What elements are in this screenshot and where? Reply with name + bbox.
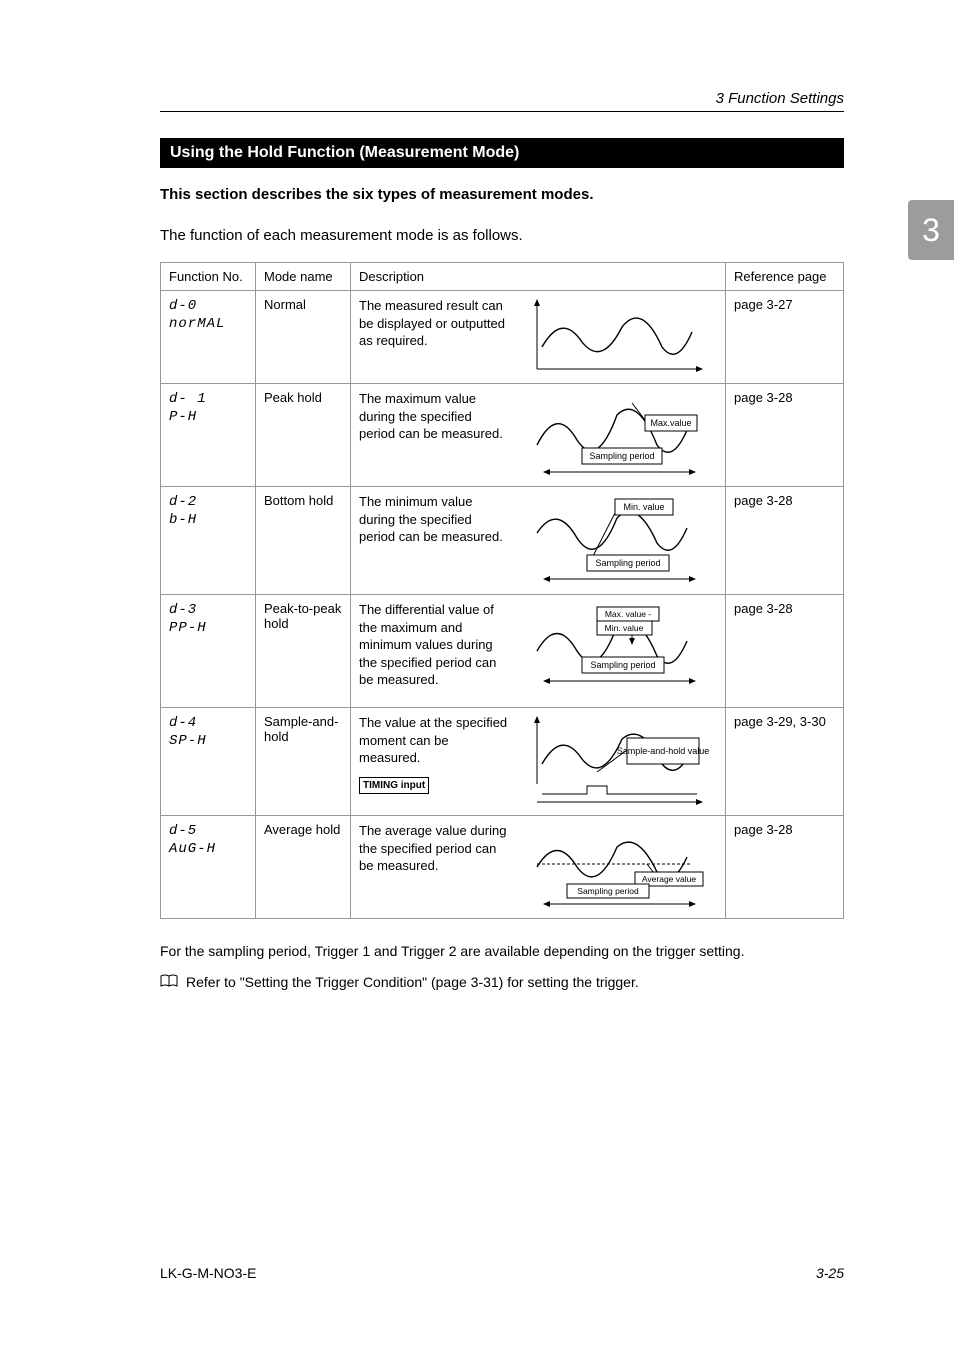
fn-label: norMAL bbox=[169, 315, 247, 333]
chapter-tab: 3 bbox=[908, 200, 954, 260]
avg-label: Average value bbox=[642, 874, 696, 884]
intro-text: The function of each measurement mode is… bbox=[160, 227, 844, 244]
footnote-text: For the sampling period, Trigger 1 and T… bbox=[160, 941, 844, 962]
section-subhead: This section describes the six types of … bbox=[160, 186, 844, 203]
desc-text: The average value during the specified p… bbox=[359, 822, 509, 912]
graph-avg: Average value Sampling period bbox=[517, 822, 717, 912]
graph-bottom: Min. value Sampling period bbox=[517, 493, 717, 588]
desc-text: The minimum value during the specified p… bbox=[359, 493, 509, 588]
table-row: d-0 norMAL Normal The measured result ca… bbox=[161, 291, 844, 384]
cell-mode: Average hold bbox=[256, 816, 351, 919]
peak-label: Max.value bbox=[650, 418, 691, 428]
breadcrumb: 3 Function Settings bbox=[160, 90, 844, 112]
pp-min-label: Min. value bbox=[605, 623, 644, 633]
fn-label: b-H bbox=[169, 511, 247, 529]
th-reference: Reference page bbox=[726, 263, 844, 291]
cell-ref: page 3-28 bbox=[726, 595, 844, 708]
cell-desc: The differential value of the maximum an… bbox=[351, 595, 726, 708]
fn-code: d-0 bbox=[169, 297, 247, 315]
bottom-label: Min. value bbox=[623, 502, 664, 512]
desc-text: The value at the specified moment can be… bbox=[359, 714, 509, 809]
cell-fn: d- 1 P-H bbox=[161, 384, 256, 487]
cell-desc: The minimum value during the specified p… bbox=[351, 487, 726, 595]
fn-label: P-H bbox=[169, 408, 247, 426]
cell-mode: Peak-to-peak hold bbox=[256, 595, 351, 708]
cell-fn: d-2 b-H bbox=[161, 487, 256, 595]
table-row: d- 1 P-H Peak hold The maximum value dur… bbox=[161, 384, 844, 487]
desc-text: The measured result can be displayed or … bbox=[359, 297, 509, 377]
modes-table: Function No. Mode name Description Refer… bbox=[160, 262, 844, 919]
cell-desc: The average value during the specified p… bbox=[351, 816, 726, 919]
cell-fn: d-4 SP-H bbox=[161, 708, 256, 816]
cell-mode: Normal bbox=[256, 291, 351, 384]
period-label: Sampling period bbox=[590, 660, 655, 670]
graph-normal bbox=[517, 297, 717, 377]
th-mode-name: Mode name bbox=[256, 263, 351, 291]
fn-code: d- 1 bbox=[169, 390, 247, 408]
pp-max-label: Max. value - bbox=[605, 609, 651, 619]
cell-mode: Peak hold bbox=[256, 384, 351, 487]
fn-code: d-4 bbox=[169, 714, 247, 732]
graph-sample: Sample-and-hold value bbox=[517, 714, 717, 809]
fn-code: d-3 bbox=[169, 601, 247, 619]
cell-ref: page 3-28 bbox=[726, 487, 844, 595]
period-label: Sampling period bbox=[595, 558, 660, 568]
fn-label: SP-H bbox=[169, 732, 247, 750]
table-row: d-3 PP-H Peak-to-peak hold The different… bbox=[161, 595, 844, 708]
book-icon bbox=[160, 974, 178, 988]
cell-ref: page 3-28 bbox=[726, 384, 844, 487]
fn-code: d-2 bbox=[169, 493, 247, 511]
cell-fn: d-5 AuG-H bbox=[161, 816, 256, 919]
cell-ref: page 3-29, 3-30 bbox=[726, 708, 844, 816]
period-label: Sampling period bbox=[589, 451, 654, 461]
desc-text: The differential value of the maximum an… bbox=[359, 601, 509, 701]
table-row: d-4 SP-H Sample-and-hold The value at th… bbox=[161, 708, 844, 816]
table-row: d-5 AuG-H Average hold The average value… bbox=[161, 816, 844, 919]
cell-mode: Sample-and-hold bbox=[256, 708, 351, 816]
desc-text: The maximum value during the specified p… bbox=[359, 390, 509, 480]
table-header-row: Function No. Mode name Description Refer… bbox=[161, 263, 844, 291]
cell-ref: page 3-28 bbox=[726, 816, 844, 919]
cell-fn: d-3 PP-H bbox=[161, 595, 256, 708]
page-number: 3-25 bbox=[816, 1265, 844, 1281]
cell-desc: The maximum value during the specified p… bbox=[351, 384, 726, 487]
cell-desc: The measured result can be displayed or … bbox=[351, 291, 726, 384]
table-row: d-2 b-H Bottom hold The minimum value du… bbox=[161, 487, 844, 595]
cell-mode: Bottom hold bbox=[256, 487, 351, 595]
th-description: Description bbox=[351, 263, 726, 291]
th-function-no: Function No. bbox=[161, 263, 256, 291]
period-label: Sampling period bbox=[577, 886, 639, 896]
sample-label: Sample-and-hold value bbox=[617, 746, 710, 756]
graph-pp: Max. value - Min. value Sampling period bbox=[517, 601, 717, 701]
timing-label: TIMING input bbox=[359, 777, 429, 795]
fn-label: AuG-H bbox=[169, 840, 247, 858]
section-title: Using the Hold Function (Measurement Mod… bbox=[160, 138, 844, 168]
cell-desc: The value at the specified moment can be… bbox=[351, 708, 726, 816]
cell-ref: page 3-27 bbox=[726, 291, 844, 384]
doc-id: LK-G-M-NO3-E bbox=[160, 1265, 256, 1281]
cell-fn: d-0 norMAL bbox=[161, 291, 256, 384]
fn-label: PP-H bbox=[169, 619, 247, 637]
fn-code: d-5 bbox=[169, 822, 247, 840]
footnote-ref: Refer to "Setting the Trigger Condition"… bbox=[186, 974, 639, 990]
graph-peak: Max.value Sampling period bbox=[517, 390, 717, 480]
